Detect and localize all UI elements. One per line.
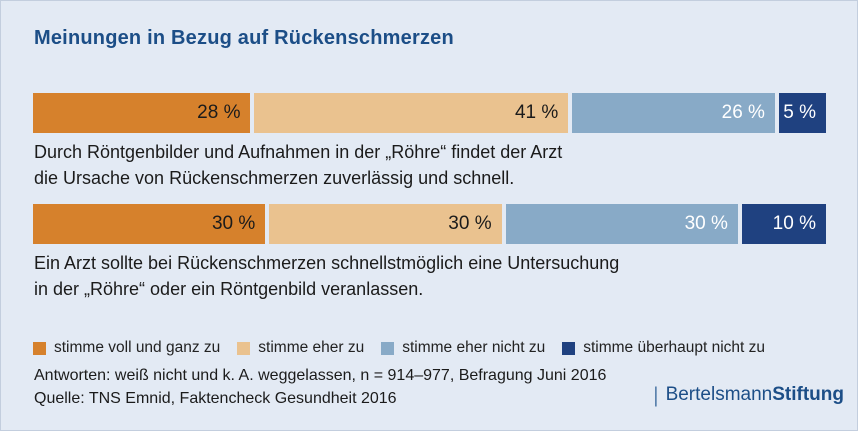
bar-segment: 10 % bbox=[741, 204, 826, 244]
legend-swatch bbox=[237, 341, 251, 355]
legend: stimme voll und ganz zu stimme eher zu s… bbox=[33, 339, 765, 357]
bar-segment-label: 41 % bbox=[514, 102, 559, 123]
bertelsmann-stiftung-logo: | BertelsmannStiftung bbox=[653, 384, 844, 406]
legend-swatch bbox=[562, 341, 576, 355]
bar-segment-label: 30 % bbox=[448, 213, 492, 234]
bar-segment: 28 % bbox=[33, 93, 251, 133]
logo-text-regular: Bertelsmann bbox=[665, 384, 773, 405]
source-note: Quelle: TNS Emnid, Faktencheck Gesundhei… bbox=[34, 390, 397, 407]
bar-segment-label: 28 % bbox=[197, 102, 241, 123]
bar-segment: 30 % bbox=[505, 204, 738, 244]
statement-line: Ein Arzt sollte bei Rückenschmerzen schn… bbox=[34, 253, 620, 273]
bar-segment: 41 % bbox=[254, 93, 569, 133]
legend-item: stimme eher zu bbox=[237, 339, 364, 357]
bar-segment: 30 % bbox=[33, 204, 266, 244]
statement-2: Ein Arzt sollte bei Rückenschmerzen schn… bbox=[34, 250, 619, 302]
bar-segment-label: 30 % bbox=[211, 213, 256, 234]
bar-segment-label: 10 % bbox=[772, 213, 816, 234]
legend-label: stimme eher zu bbox=[258, 339, 365, 356]
bar-segment-label: 30 % bbox=[684, 213, 728, 234]
bar-segment-label: 26 % bbox=[721, 102, 765, 123]
logo-separator-bar: | bbox=[653, 383, 659, 407]
legend-item: stimme voll und ganz zu bbox=[33, 339, 220, 357]
answers-note: Antworten: weiß nicht und k. A. weggelas… bbox=[34, 367, 607, 384]
legend-label: stimme voll und ganz zu bbox=[54, 339, 221, 356]
statement-line: in der „Röhre“ oder ein Röntgenbild vera… bbox=[34, 279, 424, 299]
statement-line: die Ursache von Rückenschmerzen zuverläs… bbox=[34, 168, 515, 188]
legend-item: stimme eher nicht zu bbox=[381, 339, 545, 357]
stacked-bar-1: 28 % 41 % 26 % 5 % bbox=[33, 93, 826, 133]
statement-1: Durch Röntgenbilder und Aufnahmen in der… bbox=[34, 139, 562, 191]
page-title: Meinungen in Bezug auf Rückenschmerzen bbox=[34, 27, 454, 49]
legend-label: stimme überhaupt nicht zu bbox=[583, 339, 766, 356]
stacked-bar-2: 30 % 30 % 30 % 10 % bbox=[33, 204, 826, 244]
legend-swatch bbox=[381, 341, 395, 355]
legend-item: stimme überhaupt nicht zu bbox=[562, 339, 765, 357]
bar-segment: 5 % bbox=[778, 93, 826, 133]
legend-label: stimme eher nicht zu bbox=[402, 339, 546, 356]
logo-text: BertelsmannStiftung bbox=[666, 384, 844, 406]
bar-segment: 30 % bbox=[269, 204, 502, 244]
bar-segment: 26 % bbox=[572, 93, 775, 133]
statement-line: Durch Röntgenbilder und Aufnahmen in der… bbox=[34, 142, 563, 162]
bar-segment-label: 5 % bbox=[783, 102, 816, 123]
legend-swatch bbox=[33, 341, 46, 355]
logo-text-bold: Stiftung bbox=[772, 384, 844, 405]
